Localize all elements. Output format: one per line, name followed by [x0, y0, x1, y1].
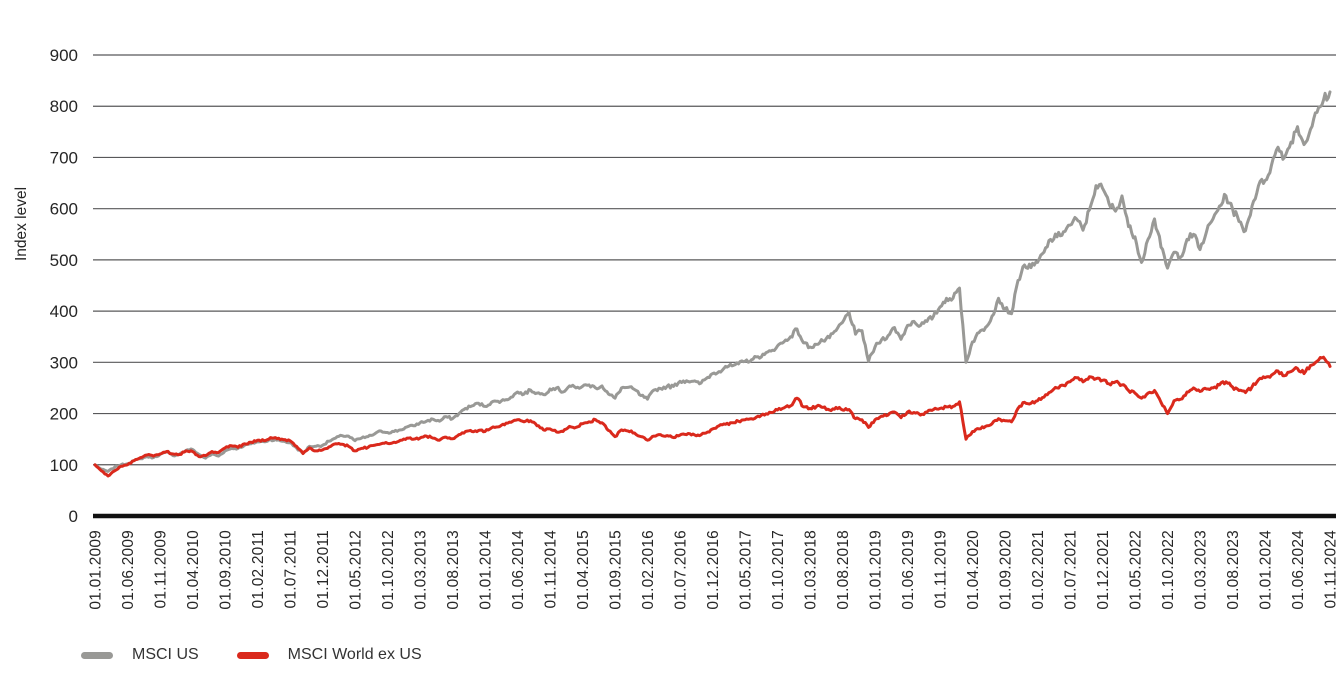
x-tick-label: 01.03.2013 [413, 530, 430, 610]
x-tick-label: 01.09.2015 [608, 530, 625, 610]
x-tick-label: 01.07.2011 [283, 530, 300, 608]
x-tick-labels: 01.01.2009 01.06.2009 01.11.2009 01.04.2010… [88, 530, 1340, 610]
x-tick-label: 01.05.2022 [1128, 530, 1145, 610]
x-tick-label: 01.09.2020 [998, 530, 1015, 610]
y-tick-label: 300 [50, 353, 78, 372]
x-tick-label: 01.11.2014 [543, 530, 560, 609]
x-tick-label: 01.09.2010 [218, 530, 235, 610]
x-tick-label: 01.01.2019 [868, 530, 885, 610]
x-tick-label: 01.01.2014 [478, 530, 495, 610]
x-tick-label: 01.10.2022 [1160, 530, 1177, 610]
x-tick-label: 01.02.2016 [640, 530, 657, 610]
x-tick-label: 01.06.2019 [900, 530, 917, 610]
x-tick-label: 01.06.2024 [1290, 530, 1307, 610]
chart-legend: MSCI US MSCI World ex US [81, 646, 422, 664]
msci-us-swatch-icon [81, 651, 113, 659]
y-axis-title: Index level [13, 186, 30, 262]
x-tick-label: 01.08.2018 [835, 530, 852, 610]
x-tick-label: 01.04.2015 [575, 530, 592, 610]
x-tick-label: 01.02.2011 [250, 530, 267, 608]
y-tick-label: 500 [50, 251, 78, 270]
legend-item-msci-world-ex-us: MSCI World ex US [236, 646, 422, 664]
x-tick-label: 01.10.2017 [770, 530, 787, 610]
x-tick-label: 01.08.2013 [445, 530, 462, 610]
x-tick-label: 01.11.2009 [153, 530, 170, 608]
y-tick-label: 400 [50, 302, 78, 321]
x-tick-label: 01.07.2021 [1063, 530, 1080, 610]
x-tick-label: 01.01.2024 [1258, 530, 1275, 610]
legend-label-msci-world-ex-us: MSCI World ex US [287, 646, 422, 663]
x-tick-label: 01.03.2018 [803, 530, 820, 610]
x-tick-label: 01.02.2021 [1030, 530, 1047, 610]
x-tick-label: 01.11.2024 [1323, 530, 1340, 609]
x-tick-label: 01.05.2012 [348, 530, 365, 610]
gridlines: 0 100 200 300 400 500 600 700 800 900 [50, 46, 1336, 526]
x-tick-label: 01.12.2011 [315, 530, 332, 608]
x-tick-label: 01.01.2009 [88, 530, 105, 610]
y-tick-label: 200 [50, 405, 78, 424]
y-tick-label: 800 [50, 97, 78, 116]
x-tick-label: 01.12.2016 [705, 530, 722, 610]
x-tick-label: 01.12.2021 [1095, 530, 1112, 610]
y-tick-label: 0 [69, 507, 78, 526]
x-tick-label: 01.07.2016 [673, 530, 690, 610]
x-tick-label: 01.05.2017 [738, 530, 755, 610]
x-tick-label: 01.06.2009 [120, 530, 137, 610]
y-tick-label: 100 [50, 456, 78, 475]
x-tick-label: 01.06.2014 [510, 530, 527, 610]
x-tick-label: 01.03.2023 [1193, 530, 1210, 610]
x-tick-label: 01.04.2020 [965, 530, 982, 610]
legend-label-msci-us: MSCI US [132, 646, 199, 663]
msci-world-ex-us-line [93, 355, 1332, 478]
msci-us-line [93, 90, 1332, 473]
legend-item-msci-us: MSCI US [81, 646, 199, 664]
y-tick-label: 600 [50, 200, 78, 219]
x-tick-label: 01.08.2023 [1225, 530, 1242, 610]
msci-world-ex-us-swatch-icon [236, 651, 269, 659]
x-tick-label: 01.11.2019 [933, 530, 950, 608]
x-tick-label: 01.04.2010 [185, 530, 202, 610]
y-tick-label: 900 [50, 46, 78, 65]
x-tick-label: 01.10.2012 [380, 530, 397, 610]
y-tick-label: 700 [50, 148, 78, 167]
